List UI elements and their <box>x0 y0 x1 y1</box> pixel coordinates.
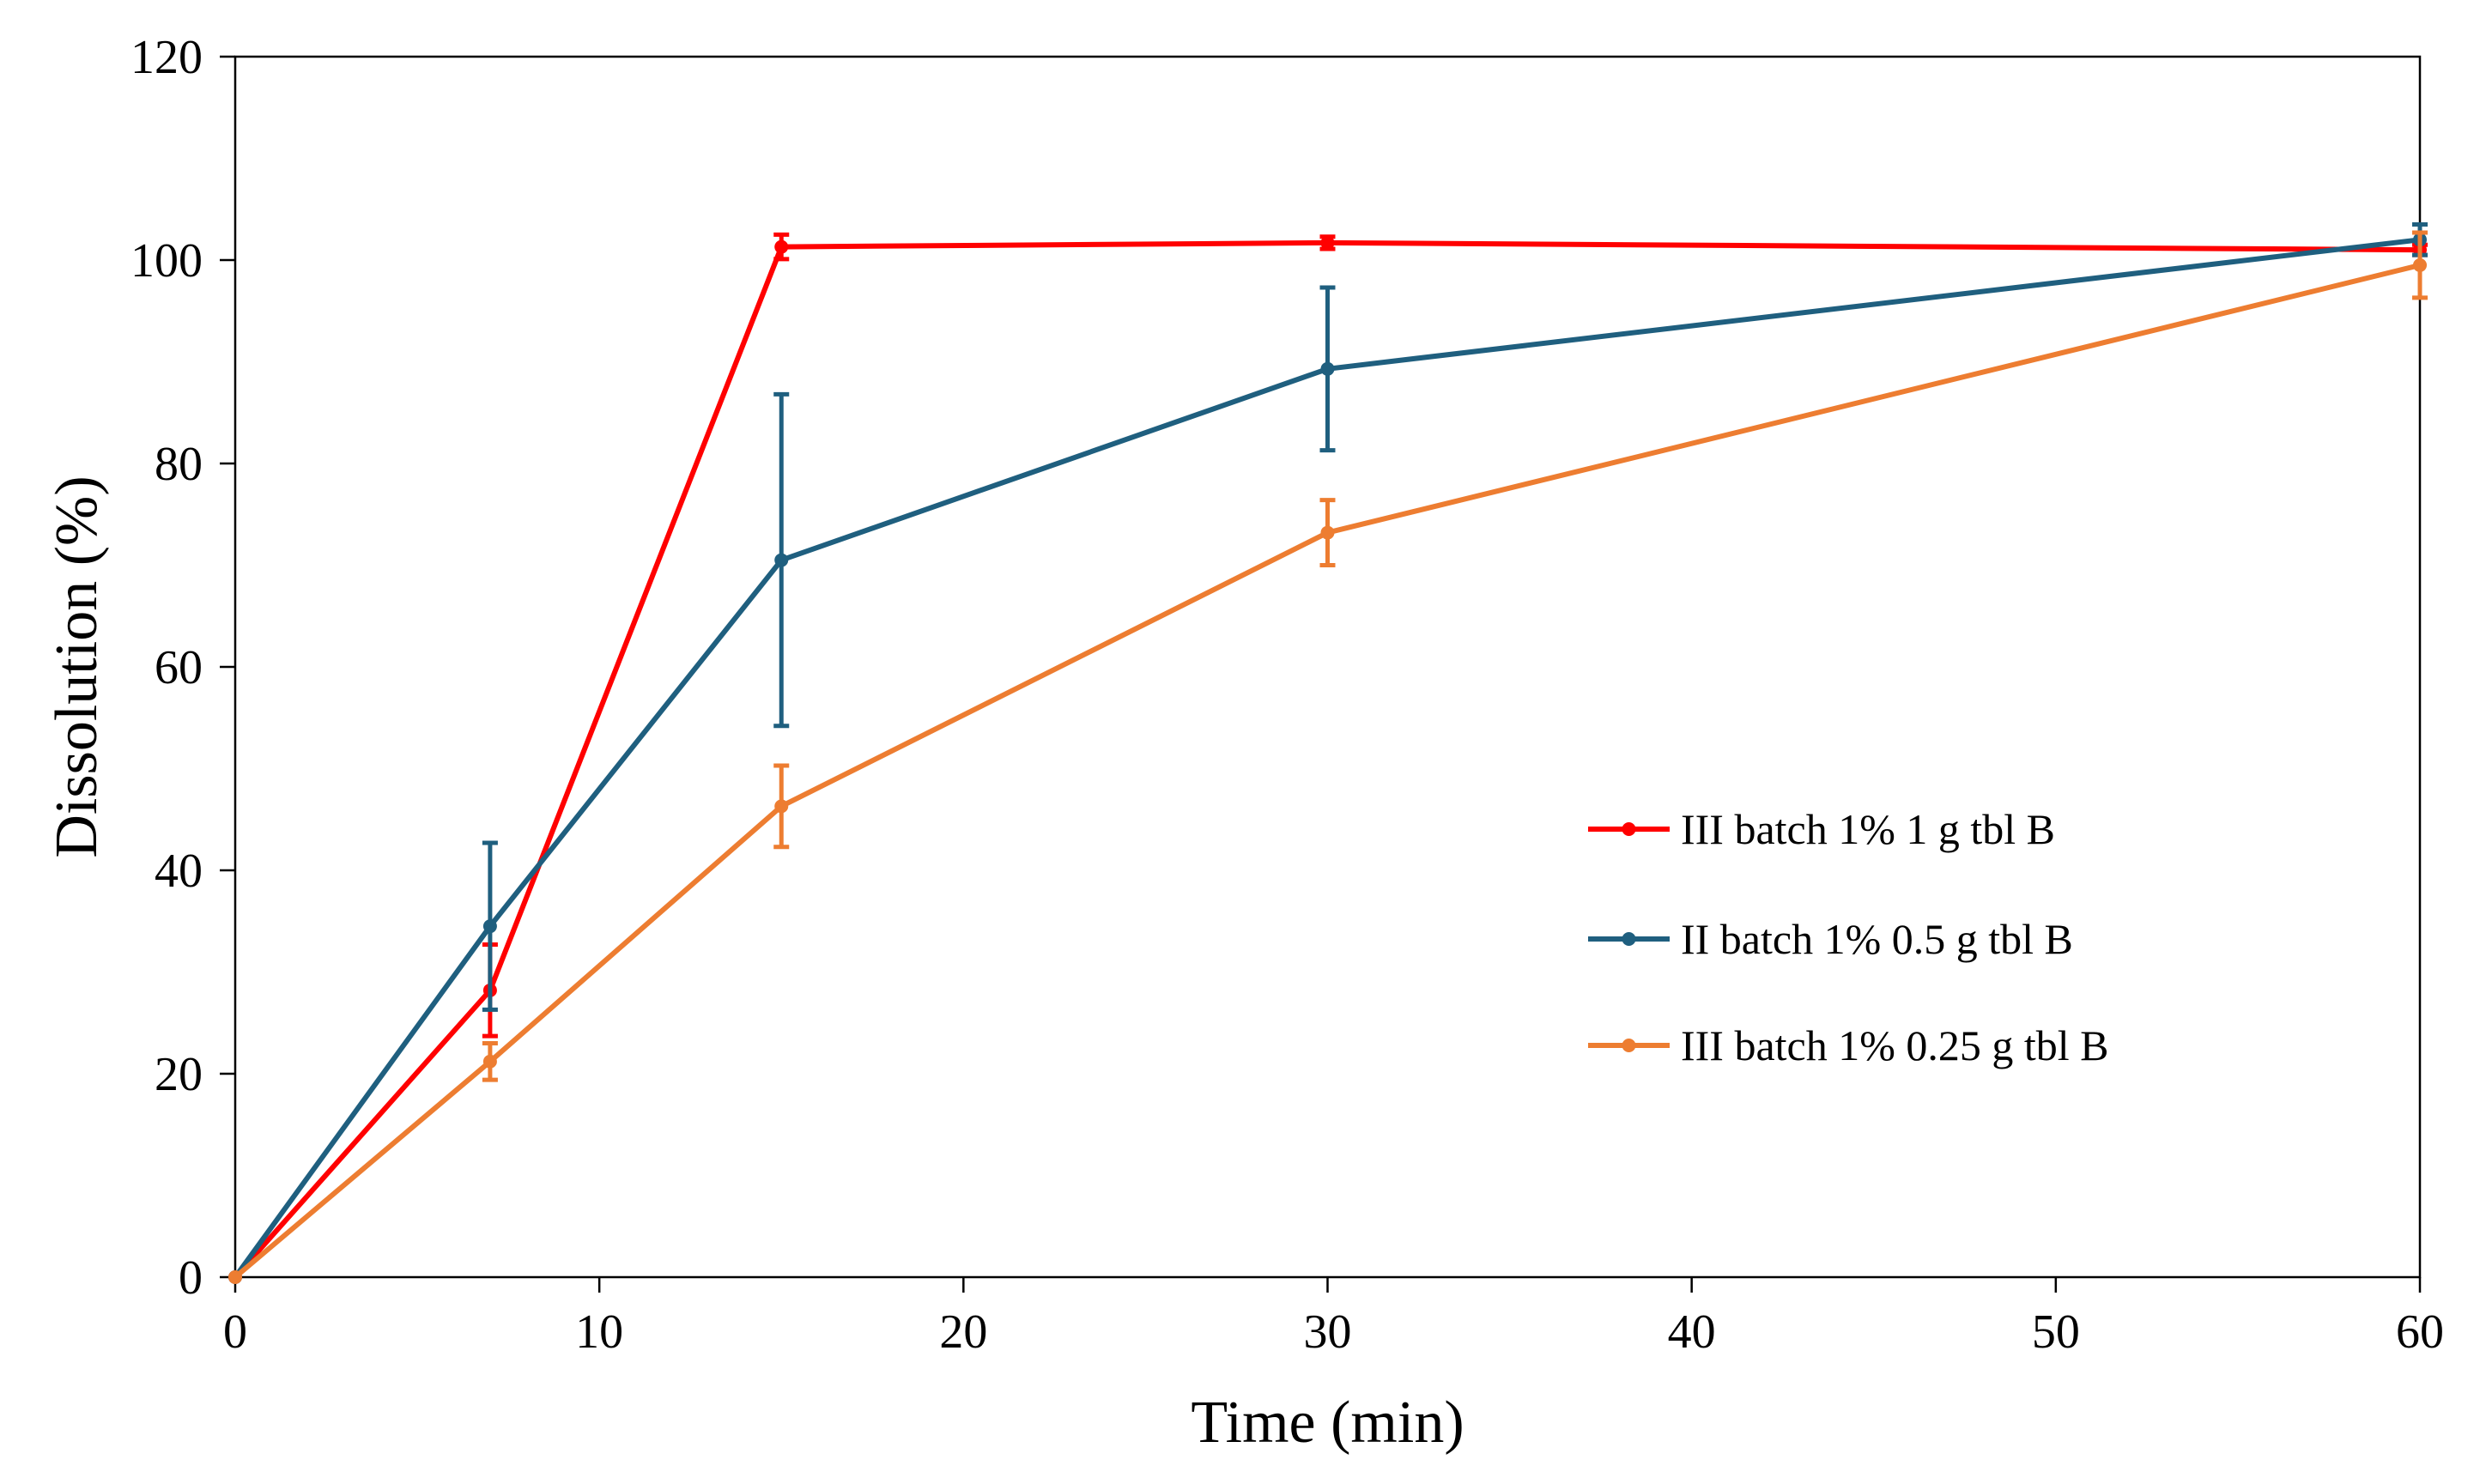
x-tick-label: 60 <box>2396 1305 2444 1359</box>
data-point <box>1320 525 1335 540</box>
x-axis-title: Time (min) <box>1191 1390 1464 1456</box>
y-tick-label: 60 <box>155 641 203 694</box>
data-point <box>1320 361 1335 376</box>
legend-item: II batch 1% 0.5 g tbl B <box>1588 915 2073 963</box>
x-tick-label: 10 <box>575 1305 623 1359</box>
x-tick-label: 20 <box>939 1305 987 1359</box>
x-tick-label: 40 <box>1668 1305 1716 1359</box>
y-tick-label: 20 <box>155 1048 203 1101</box>
legend-marker <box>1622 932 1636 946</box>
data-point <box>228 1270 242 1284</box>
x-tick-label: 50 <box>2032 1305 2080 1359</box>
legend-label: III batch 1% 1 g tbl B <box>1681 805 2055 853</box>
legend-label: II batch 1% 0.5 g tbl B <box>1681 915 2073 963</box>
legend-item: III batch 1% 0.25 g tbl B <box>1588 1021 2109 1069</box>
data-point <box>482 919 497 934</box>
axes-layer: 0 10 20 30 40 50 60 0 20 40 60 80 100 120 <box>130 31 2444 1359</box>
y-tick-label: 0 <box>179 1251 203 1305</box>
y-tick-label: 40 <box>155 845 203 898</box>
data-point <box>774 239 789 254</box>
series-layer <box>228 222 2428 1284</box>
legend-label: III batch 1% 0.25 g tbl B <box>1681 1021 2109 1069</box>
y-tick-label: 80 <box>155 438 203 491</box>
data-point <box>774 799 789 814</box>
legend-item: III batch 1% 1 g tbl B <box>1588 805 2055 853</box>
data-point <box>482 1054 497 1069</box>
y-tick-label: 120 <box>130 31 203 84</box>
legend-marker <box>1622 822 1636 836</box>
data-point <box>774 553 789 567</box>
x-tick-label: 0 <box>223 1305 247 1359</box>
y-axis-title: Dissolution (%) <box>44 475 110 857</box>
series-3 <box>228 230 2428 1284</box>
series-2 <box>228 222 2428 1284</box>
x-tick-label: 30 <box>1304 1305 1352 1359</box>
data-point <box>2413 257 2427 272</box>
y-tick-label: 100 <box>130 234 203 288</box>
legend: III batch 1% 1 g tbl B II batch 1% 0.5 g … <box>1588 805 2109 1069</box>
data-point <box>1320 235 1335 250</box>
legend-marker <box>1622 1039 1636 1052</box>
